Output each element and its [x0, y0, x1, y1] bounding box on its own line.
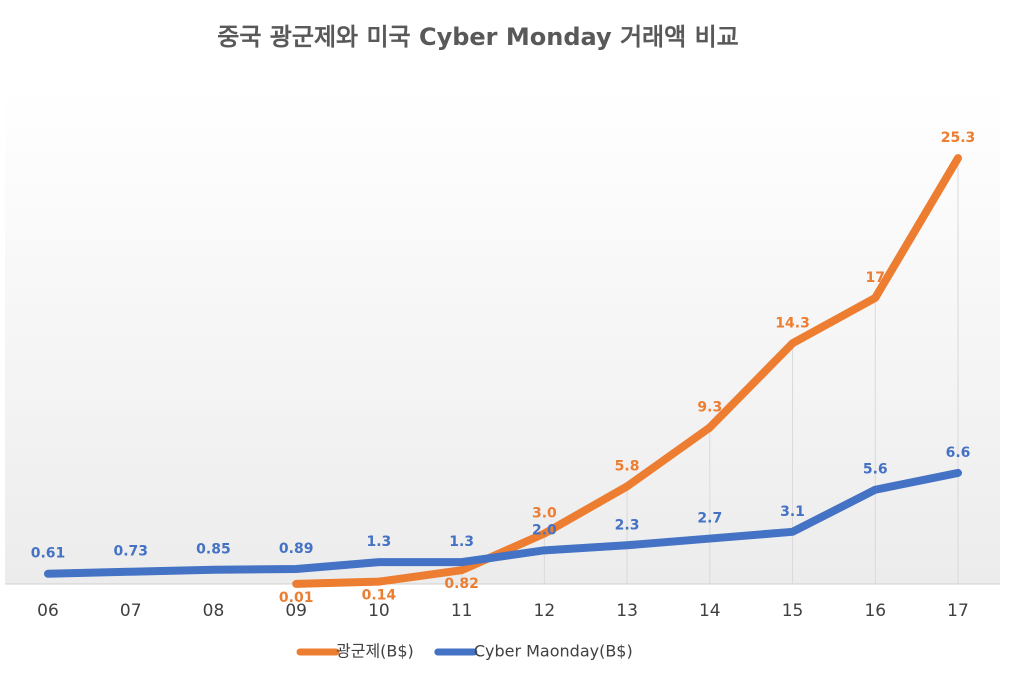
data-label: 3.1	[780, 504, 805, 520]
data-label: 14.3	[775, 315, 810, 331]
series-line	[292, 154, 962, 588]
series-line	[44, 468, 962, 578]
data-label: 25.3	[941, 130, 976, 146]
data-label: 0.01	[279, 590, 314, 606]
plot-background	[5, 90, 1000, 584]
data-label: 0.73	[113, 544, 148, 560]
data-label: 0.85	[196, 542, 231, 558]
x-tick-label: 12	[534, 601, 556, 621]
data-label: 2.7	[697, 511, 722, 527]
data-label: 1.3	[367, 534, 392, 550]
data-label: 5.8	[615, 458, 640, 474]
x-tick-label: 14	[699, 601, 721, 621]
chart-title: 중국 광군제와 미국 Cyber Monday 거래액 비교	[217, 23, 738, 51]
x-tick-label: 11	[451, 601, 473, 621]
data-label: 2.0	[532, 522, 557, 538]
data-label: 2.3	[615, 517, 640, 533]
data-label: 0.14	[362, 588, 397, 604]
legend-label: 광군제(B$)	[336, 642, 414, 661]
data-label: 0.89	[279, 541, 314, 557]
x-tick-label: 06	[37, 601, 59, 621]
x-tick-label: 10	[368, 601, 390, 621]
x-tick-label: 08	[203, 601, 225, 621]
data-label: 5.6	[863, 462, 888, 478]
data-label: 9.3	[697, 399, 722, 415]
data-label: 6.6	[946, 445, 971, 461]
x-tick-label: 15	[782, 601, 804, 621]
x-tick-label: 09	[285, 601, 307, 621]
x-tick-label: 17	[947, 601, 969, 621]
x-tick-label: 07	[120, 601, 142, 621]
data-label: 0.82	[444, 576, 479, 592]
data-label: 0.61	[31, 546, 66, 562]
data-label: 3.0	[532, 506, 557, 522]
data-label: 17	[866, 270, 885, 286]
legend-label: Cyber Maonday(B$)	[474, 642, 633, 661]
x-tick-label: 16	[864, 601, 886, 621]
data-label: 1.3	[449, 534, 474, 550]
x-tick-label: 13	[616, 601, 638, 621]
